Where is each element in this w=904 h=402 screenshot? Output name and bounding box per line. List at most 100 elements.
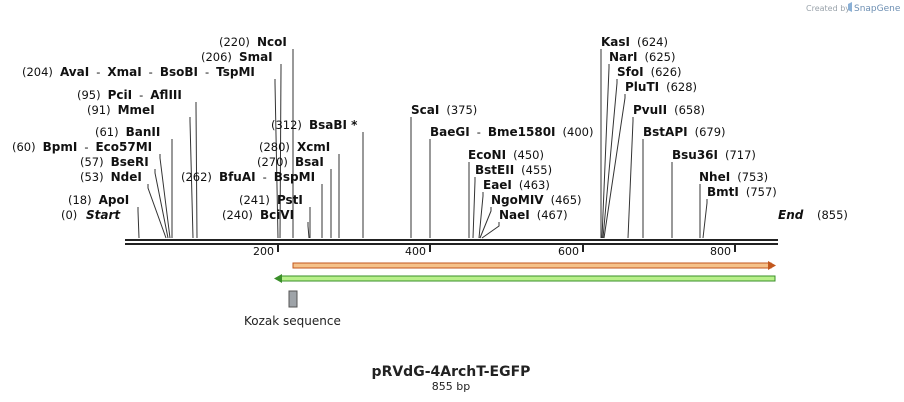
site-label-xcmi[interactable]: (280) XcmI [259,140,330,154]
site-label-ncoi[interactable]: (220) NcoI [219,35,287,49]
leader-line-bpmi [159,154,171,239]
site-ngomiv-enzyme: NgoMIV [491,193,544,207]
start-label: Start [86,208,121,222]
site-label-eaei[interactable]: EaeI (463) [483,178,550,192]
site-label-bpmi[interactable]: (60) BpmI - Eco57MI [12,140,152,154]
site-pcii-position: (95) [77,88,101,102]
site-label-scai[interactable]: ScaI (375) [411,103,477,117]
site-label-avai[interactable]: (204) AvaI - XmaI - BsoBI - TspMI [22,65,255,79]
site-label-bfuai[interactable]: (262) BfuAI - BspMI [181,170,315,184]
site-label-bsteii[interactable]: BstEII (455) [475,163,552,177]
site-eaei-position: (463) [519,178,550,192]
site-baegi-enzyme: BaeGI [430,125,470,139]
ruler-label-400: 400 [405,245,426,258]
leader-line-ngomiv [479,207,492,239]
site-label-ngomiv[interactable]: NgoMIV (465) [491,193,582,207]
site-label-pluti[interactable]: PluTI (628) [625,80,697,94]
snapgene-logo-icon [848,2,852,12]
site-bsabi-position: (312) [271,118,302,132]
site-bpmi-enzyme: Eco57MI [95,140,152,154]
site-avai-separator: - [205,65,209,79]
site-label-nari[interactable]: NarI (625) [609,50,675,64]
site-label-baegi[interactable]: BaeGI - Bme1580I (400) [430,125,593,139]
leader-line-bsteii [472,177,476,239]
site-eaei-enzyme: EaeI [483,178,512,192]
site-apoi-enzyme: ApoI [99,193,130,207]
site-banii-enzyme: BanII [126,125,161,139]
leader-line-eaei [478,192,484,239]
site-nhei-position: (753) [737,170,768,184]
site-baegi-position: (400) [563,125,594,139]
site-scai-position: (375) [446,103,477,117]
site-label-banii[interactable]: (61) BanII [95,125,160,139]
site-label-kasi[interactable]: KasI (624) [601,35,668,49]
site-labels: (18) ApoI (53) NdeI(57) BseRI(60) BpmI - Eco57M… [12,35,777,222]
site-label-nhei[interactable]: NheI (753) [699,170,768,184]
site-smai-enzyme: SmaI [239,50,273,64]
site-baegi-enzyme: Bme1580I [488,125,556,139]
leader-line-mmei [189,117,194,239]
forward-feature-arrow[interactable] [292,261,776,270]
site-avai-enzyme: BsoBI [160,65,198,79]
site-label-bmti[interactable]: BmtI (757) [707,185,777,199]
site-label-bseri[interactable]: (57) BseRI [80,155,149,169]
site-bsteii-enzyme: BstEII [475,163,514,177]
site-ncoi-enzyme: NcoI [257,35,287,49]
snapgene-brand: Created by SnapGene [806,2,901,14]
site-bsu36i-position: (717) [725,148,756,162]
leader-line-bcivi [307,222,310,239]
end-label: End [778,208,804,222]
kozak-sequence-feature[interactable] [288,290,298,308]
site-label-smai[interactable]: (206) SmaI [201,50,273,64]
brand-name: SnapGene [854,4,901,14]
reverse-feature-arrow[interactable] [274,274,776,283]
site-label-bsai[interactable]: (270) BsaI [257,155,324,169]
site-ngomiv-position: (465) [551,193,582,207]
site-smai-position: (206) [201,50,232,64]
leader-line-naei [481,222,500,239]
site-avai-enzyme: XmaI [107,65,141,79]
leader-line-apoi [137,207,140,239]
site-label-bsu36i[interactable]: Bsu36I (717) [672,148,756,162]
site-bsu36i-enzyme: Bsu36I [672,148,718,162]
leader-line-smai [279,64,282,239]
site-baegi-separator: - [477,125,481,139]
site-label-bcivi[interactable]: (240) BciVI [222,208,294,222]
site-label-naei[interactable]: NaeI (467) [499,208,568,222]
site-label-psti[interactable]: (241) PstI [239,193,303,207]
leader-line-nari [601,64,610,239]
site-sfoi-enzyme: SfoI [617,65,644,79]
site-nari-enzyme: NarI [609,50,638,64]
site-label-pvuii[interactable]: PvuII (658) [633,103,705,117]
site-label-bstapi[interactable]: BstAPI (679) [643,125,726,139]
site-scai-enzyme: ScaI [411,103,439,117]
site-naei-position: (467) [537,208,568,222]
leader-line-sfoi [602,79,618,239]
site-label-pcii[interactable]: (95) PciI - AflIII [77,88,182,102]
sequence-backbone [125,239,778,245]
site-label-apoi[interactable]: (18) ApoI [68,193,129,207]
leader-line-bseri [154,169,169,239]
site-psti-enzyme: PstI [277,193,303,207]
site-bmti-enzyme: BmtI [707,185,739,199]
site-bfuai-separator: - [263,170,267,184]
site-bpmi-enzyme: BpmI [43,140,78,154]
kozak-sequence-label: Kozak sequence [244,314,341,328]
site-label-bsabi[interactable]: (312) BsaBI * [271,118,358,132]
site-xcmi-position: (280) [259,140,290,154]
site-bpmi-separator: - [84,140,88,154]
site-label-mmei[interactable]: (91) MmeI [87,103,155,117]
ruler-label-200: 200 [253,245,274,258]
site-mmei-position: (91) [87,103,111,117]
leader-line-bmti [702,199,708,239]
ruler-ticks [277,244,736,252]
site-label-ndei[interactable]: (53) NdeI [80,170,142,184]
site-pluti-enzyme: PluTI [625,80,659,94]
site-label-sfoi[interactable]: SfoI (626) [617,65,682,79]
site-ndei-position: (53) [80,170,104,184]
site-label-econi[interactable]: EcoNI (450) [468,148,544,162]
leader-line-pvuii [627,117,634,239]
site-pcii-separator: - [139,88,143,102]
site-bfuai-position: (262) [181,170,212,184]
site-bstapi-position: (679) [695,125,726,139]
